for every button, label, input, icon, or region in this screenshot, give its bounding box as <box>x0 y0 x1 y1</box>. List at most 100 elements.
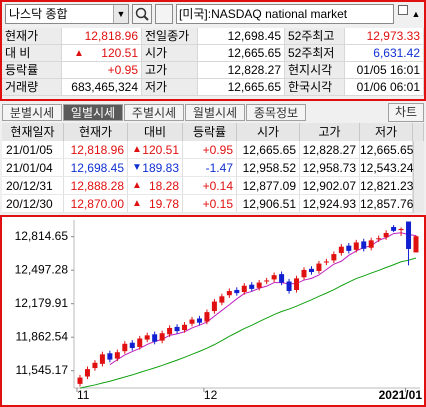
candle-body <box>167 327 173 335</box>
candle-body <box>286 281 292 292</box>
candle-body <box>413 236 419 253</box>
candle-body <box>301 269 307 278</box>
daily-cell: 12,877.09 <box>237 177 300 195</box>
quote-label: 전일종가 <box>142 28 198 45</box>
candle-body <box>241 285 247 293</box>
quote-label: 현재가 <box>2 28 62 45</box>
candle-body <box>144 335 150 340</box>
candle-body <box>122 343 128 352</box>
daily-cell: 12,924.93 <box>300 195 360 213</box>
symbol-input[interactable]: 나스닥 종합 <box>5 4 129 24</box>
daily-cell: 12,870.00 <box>64 195 128 213</box>
candle-body <box>249 284 255 289</box>
quote-label: 대 비 <box>2 45 62 62</box>
candle-body <box>271 275 277 280</box>
candle-body <box>182 324 188 331</box>
candle-body <box>383 232 389 238</box>
quote-value: 12,665.65 <box>198 45 285 62</box>
column-header: 현재일자 <box>2 123 64 141</box>
candle-body <box>256 282 262 288</box>
option-button[interactable] <box>155 4 173 24</box>
y-tick-label: 12,497.28 <box>15 262 69 276</box>
market-field: [미국]:NASDAQ national market <box>176 4 394 24</box>
candle-body <box>99 354 105 364</box>
tab[interactable]: 일별시세 <box>63 104 123 121</box>
candle-body <box>398 228 404 231</box>
quote-value: 12,698.45 <box>198 28 285 45</box>
candle-body <box>376 238 382 240</box>
trend-arrow: ▲ <box>132 144 142 155</box>
quote-value: +0.95 <box>62 62 142 79</box>
search-icon <box>135 7 149 21</box>
column-header: 시가 <box>237 123 300 141</box>
daily-cell: 12,828.27 <box>300 141 360 159</box>
candle-body <box>264 280 270 282</box>
daily-cell: 12,665.65 <box>237 141 300 159</box>
quote-value: 12,818.96 <box>62 28 142 45</box>
scrollbar[interactable] <box>413 141 424 213</box>
candle-body <box>77 377 83 384</box>
daily-cell: 12,906.51 <box>237 195 300 213</box>
quote-label: 등락률 <box>2 62 62 79</box>
window-icon[interactable] <box>398 5 408 15</box>
tab[interactable]: 주별시세 <box>124 104 184 121</box>
daily-cell: 12,543.24 <box>360 159 414 177</box>
daily-cell: +0.15 <box>183 195 237 213</box>
candle-body <box>204 312 210 322</box>
quote-value: 12,828.27 <box>198 62 285 79</box>
quote-panel <box>0 0 426 101</box>
moving-average-line <box>79 257 417 389</box>
column-header: 등락률 <box>183 123 237 141</box>
quote-label: 거래량 <box>2 79 62 96</box>
daily-cell: 120.51 ▲ <box>128 141 183 159</box>
quote-value: 12,973.33 <box>345 28 424 45</box>
quote-label: 고가 <box>142 62 198 79</box>
candle-body <box>279 274 285 283</box>
candle-body <box>368 240 374 248</box>
daily-cell: -1.47 <box>183 159 237 177</box>
candle-body <box>308 268 314 273</box>
x-tick-label: 11 <box>77 388 90 402</box>
quote-label: 저가 <box>142 79 198 96</box>
y-tick-label: 11,862.54 <box>16 329 69 343</box>
candle-body <box>353 242 359 250</box>
search-button[interactable] <box>132 4 152 24</box>
candle-body <box>323 261 329 263</box>
trend-arrow: ▲ <box>132 180 142 191</box>
candle-body <box>92 362 98 369</box>
candle-body <box>316 263 322 271</box>
column-header: 대비 <box>128 123 183 141</box>
column-header: 현재가 <box>64 123 128 141</box>
daily-cell: 12,888.28 <box>64 177 128 195</box>
symbol-text: 나스닥 종합 <box>9 7 68 21</box>
column-header: 고가 <box>300 123 360 141</box>
daily-cell: 189.83 ▼ <box>128 159 183 177</box>
chart-button[interactable]: 차트 <box>388 103 424 122</box>
y-tick-label: 11,545.17 <box>16 363 69 377</box>
y-tick-label: 12,814.65 <box>15 229 69 243</box>
tab[interactable]: 월별시세 <box>185 104 245 121</box>
daily-cell: 12,902.07 <box>300 177 360 195</box>
pin-icon[interactable]: ▲ <box>411 9 421 19</box>
candle-body <box>391 227 397 231</box>
candle-body <box>338 246 344 254</box>
x-tick-label: 2021/01 <box>379 388 423 402</box>
quote-value: 6,631.42 <box>345 45 424 62</box>
daily-cell: 21/01/04 <box>2 159 64 177</box>
candle-body <box>346 245 352 251</box>
column-header: 저가 <box>360 123 413 141</box>
trend-arrow: ▲ <box>132 198 142 209</box>
candle-body <box>159 333 165 341</box>
dropdown-button[interactable]: ▼ <box>113 5 128 23</box>
trend-arrow: ▲ <box>74 48 84 59</box>
tab[interactable]: 종목정보 <box>246 104 306 121</box>
candle-body <box>196 318 202 323</box>
candle-body <box>226 291 232 296</box>
quote-value: 683,465,324 <box>62 79 142 96</box>
daily-cell: 21/01/05 <box>2 141 64 159</box>
moving-average-line <box>109 232 417 366</box>
daily-cell: +0.14 <box>183 177 237 195</box>
tab[interactable]: 분별시세 <box>2 104 62 121</box>
daily-cell: 12,958.73 <box>300 159 360 177</box>
market-text: [미국]:NASDAQ national market <box>179 7 348 21</box>
